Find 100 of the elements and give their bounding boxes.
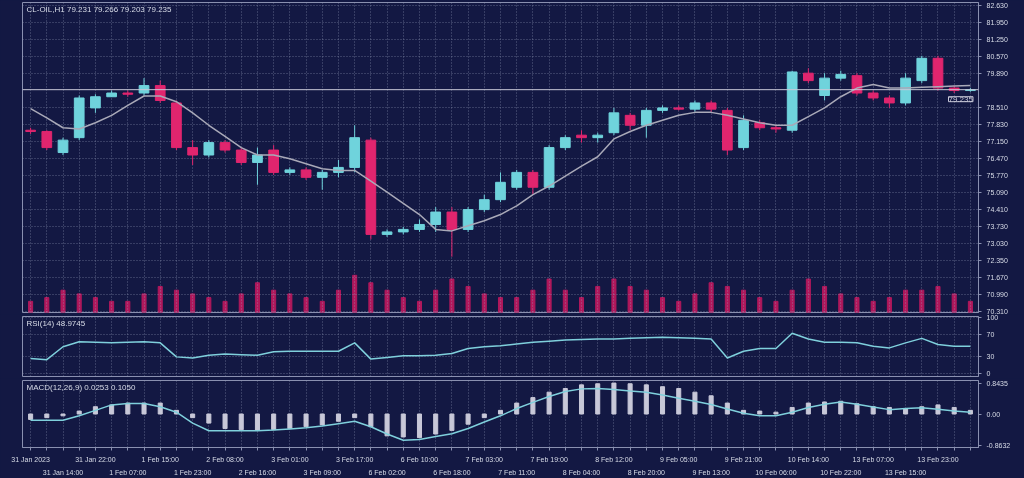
bar: [692, 391, 698, 415]
bar: [595, 383, 601, 415]
bar: [384, 289, 390, 313]
bar: [92, 297, 98, 313]
bar: [627, 383, 633, 415]
bar: [757, 297, 763, 313]
bar: [352, 274, 358, 313]
bar: [76, 293, 82, 313]
chart-title: MACD(12,26,9) 0.0253 0.1050: [26, 382, 137, 392]
bar: [497, 409, 504, 415]
candlestick: [381, 228, 393, 238]
bar: [903, 289, 909, 313]
candlestick: [446, 206, 458, 258]
bar: [319, 300, 325, 313]
bar: [206, 297, 212, 313]
candlestick: [187, 139, 198, 166]
bar: [303, 413, 309, 428]
bar: [303, 297, 309, 313]
candlestick: [462, 206, 474, 233]
bar: [44, 413, 50, 419]
bar: [433, 413, 439, 435]
bar: [773, 300, 779, 313]
bar: [546, 278, 552, 313]
bar: [822, 285, 828, 313]
bar: [660, 297, 666, 313]
bar: [692, 293, 698, 313]
bar: [368, 413, 374, 428]
bar: [335, 413, 341, 422]
bar: [125, 402, 131, 415]
candlestick: [511, 169, 523, 191]
bar: [643, 289, 649, 313]
bar: [433, 289, 439, 313]
candlestick: [252, 147, 263, 186]
bar: [886, 297, 892, 313]
bar: [109, 404, 115, 415]
bar: [724, 285, 730, 313]
candlestick: [608, 107, 620, 136]
bar: [627, 285, 633, 313]
bar: [287, 293, 293, 313]
bar: [254, 413, 260, 431]
candlestick: [316, 169, 328, 191]
bar: [741, 289, 747, 313]
bar: [173, 289, 179, 313]
bar: [238, 293, 244, 313]
bar: [449, 278, 455, 313]
candlestick: [41, 129, 53, 151]
bar: [465, 413, 471, 425]
bar: [951, 293, 957, 313]
bar: [271, 289, 277, 313]
bar: [287, 413, 293, 430]
bar: [335, 289, 341, 313]
candlestick: [430, 206, 442, 233]
bar: [416, 413, 423, 439]
bar: [400, 297, 406, 313]
bar: [676, 388, 682, 415]
chart-title: RSI(14) 48.9745: [26, 318, 86, 328]
candlestick: [90, 93, 101, 114]
bar: [449, 413, 455, 431]
bar: [595, 285, 601, 313]
bar: [206, 413, 212, 424]
bar: [546, 391, 552, 415]
bar: [368, 282, 374, 313]
bar: [44, 297, 50, 313]
candlestick: [527, 169, 539, 196]
candlestick: [770, 124, 782, 134]
bar: [141, 293, 147, 313]
bar: [578, 384, 585, 415]
line-series: [29, 83, 972, 232]
bar: [481, 293, 487, 313]
bar: [125, 300, 131, 313]
bar: [708, 282, 714, 313]
chart-title: CL-OIL,H1 79.231 79.266 79.203 79.235: [26, 4, 173, 14]
bar: [238, 413, 244, 431]
bar: [400, 413, 406, 438]
bar: [838, 293, 844, 313]
bar: [222, 413, 228, 430]
bar: [967, 300, 973, 313]
bar: [481, 413, 487, 419]
bar: [416, 300, 423, 313]
bar: [530, 397, 536, 415]
bar: [28, 413, 34, 420]
bar: [854, 403, 860, 415]
candlestick: [284, 166, 296, 176]
bar: [578, 297, 585, 313]
bar: [660, 386, 666, 415]
bar: [384, 413, 390, 437]
line-series: [29, 387, 972, 441]
bar: [141, 402, 147, 415]
bar: [789, 289, 795, 313]
bar: [611, 278, 617, 313]
line-series: [29, 332, 972, 361]
bar: [222, 300, 228, 313]
bar: [562, 388, 568, 415]
bar: [271, 413, 277, 431]
bar: [190, 293, 196, 313]
bar: [76, 410, 82, 415]
bar: [805, 278, 811, 313]
bar: [854, 297, 860, 313]
bar: [919, 289, 925, 313]
bar: [190, 413, 196, 419]
